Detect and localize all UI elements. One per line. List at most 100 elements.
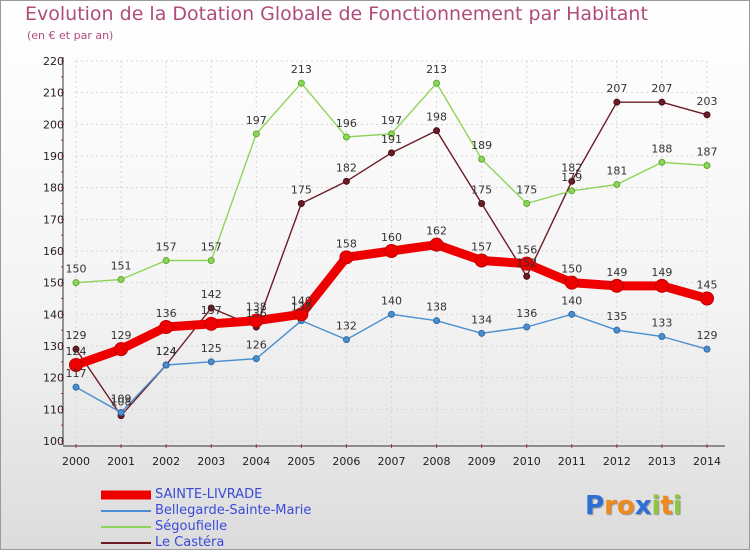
data-label: 197 [381, 114, 402, 127]
data-point [72, 279, 80, 287]
data-label: 124 [156, 345, 177, 358]
data-point [433, 127, 441, 135]
logo-letter: i [672, 491, 682, 521]
logo-letter: x [634, 491, 652, 521]
data-label: 125 [201, 342, 222, 355]
data-label: 140 [381, 294, 402, 307]
x-tick-label: 2006 [332, 455, 360, 468]
y-tick-label: 130 [43, 340, 64, 353]
axes: 1001101201301401501601701801902002102202… [43, 55, 725, 468]
data-label: 109 [111, 393, 132, 406]
x-tick-label: 2012 [603, 455, 631, 468]
data-label: 160 [381, 231, 402, 244]
data-label: 188 [651, 142, 672, 155]
data-point [703, 111, 711, 119]
data-point [249, 313, 264, 328]
data-point [204, 316, 219, 331]
data-label: 196 [336, 117, 357, 130]
data-label: 149 [651, 266, 672, 279]
x-tick-label: 2014 [693, 455, 721, 468]
data-point [342, 336, 350, 344]
data-point [523, 272, 531, 280]
data-point [252, 355, 260, 363]
data-point [568, 187, 576, 195]
data-point [162, 361, 170, 369]
data-point [523, 200, 531, 207]
data-point [117, 276, 125, 283]
data-point [72, 383, 80, 391]
data-point [474, 253, 489, 268]
data-label: 129 [66, 329, 87, 342]
data-point [613, 326, 621, 334]
data-label: 181 [606, 165, 627, 178]
data-label: 152 [516, 256, 537, 269]
x-tick-label: 2002 [152, 455, 180, 468]
data-label: 157 [471, 241, 492, 254]
data-label: 203 [697, 95, 718, 108]
data-point [114, 342, 129, 357]
data-point [703, 162, 711, 169]
data-label: 136 [246, 307, 267, 320]
series-lines [69, 79, 714, 420]
y-tick-label: 120 [43, 372, 64, 385]
y-tick-label: 220 [43, 55, 64, 68]
data-point [433, 317, 441, 325]
data-label: 142 [201, 288, 222, 301]
data-label: 175 [516, 184, 537, 197]
y-tick-label: 210 [43, 87, 64, 100]
data-label: 182 [561, 161, 582, 174]
y-tick-label: 110 [43, 403, 64, 416]
data-label: 187 [697, 146, 718, 159]
data-point [700, 291, 714, 306]
y-tick-label: 190 [43, 150, 64, 163]
data-point [207, 358, 215, 366]
data-label: 145 [697, 279, 718, 292]
data-label: 151 [111, 260, 132, 273]
data-point [519, 256, 534, 271]
x-tick-label: 2010 [513, 455, 541, 468]
data-point [568, 310, 576, 318]
data-point [613, 98, 621, 106]
x-tick-label: 2000 [62, 455, 90, 468]
data-label: 198 [426, 111, 447, 124]
proxiti-logo: Proxiti [585, 491, 682, 521]
data-label: 207 [606, 82, 627, 95]
y-tick-label: 160 [43, 245, 64, 258]
data-label: 191 [381, 133, 402, 146]
y-tick-label: 170 [43, 213, 64, 226]
y-tick-label: 100 [43, 435, 64, 448]
data-label: 129 [111, 329, 132, 342]
data-label: 136 [156, 307, 177, 320]
data-point [478, 329, 486, 337]
legend-label: Ségoufielle [155, 519, 228, 534]
data-labels: 150 151 157 157 197 213 196 197 213 189 175 179 181 1… [66, 63, 718, 408]
data-label: 156 [516, 244, 537, 257]
data-point [339, 250, 354, 265]
data-label: 135 [606, 310, 627, 323]
data-point [297, 200, 305, 207]
data-point [388, 310, 395, 318]
data-label: 140 [291, 294, 312, 307]
data-label: 150 [561, 263, 582, 276]
x-tick-label: 2003 [197, 455, 225, 468]
data-label: 157 [156, 241, 177, 254]
data-point [162, 257, 170, 264]
logo-letter: i [651, 491, 661, 521]
data-point [613, 181, 621, 188]
data-point [658, 158, 666, 166]
legend-label: Le Castéra [155, 535, 225, 550]
data-label: 213 [291, 63, 312, 76]
logo-letter: o [616, 491, 635, 521]
data-label: 137 [201, 304, 222, 317]
data-point [429, 237, 444, 252]
data-point [342, 177, 350, 185]
x-tick-label: 2008 [423, 455, 451, 468]
data-point [478, 155, 486, 163]
data-point [703, 345, 711, 353]
y-tick-label: 180 [43, 182, 64, 195]
data-label: 117 [66, 367, 87, 380]
x-tick-label: 2001 [107, 455, 135, 468]
data-point [207, 304, 215, 312]
data-point [294, 307, 309, 322]
data-label: 150 [66, 263, 87, 276]
